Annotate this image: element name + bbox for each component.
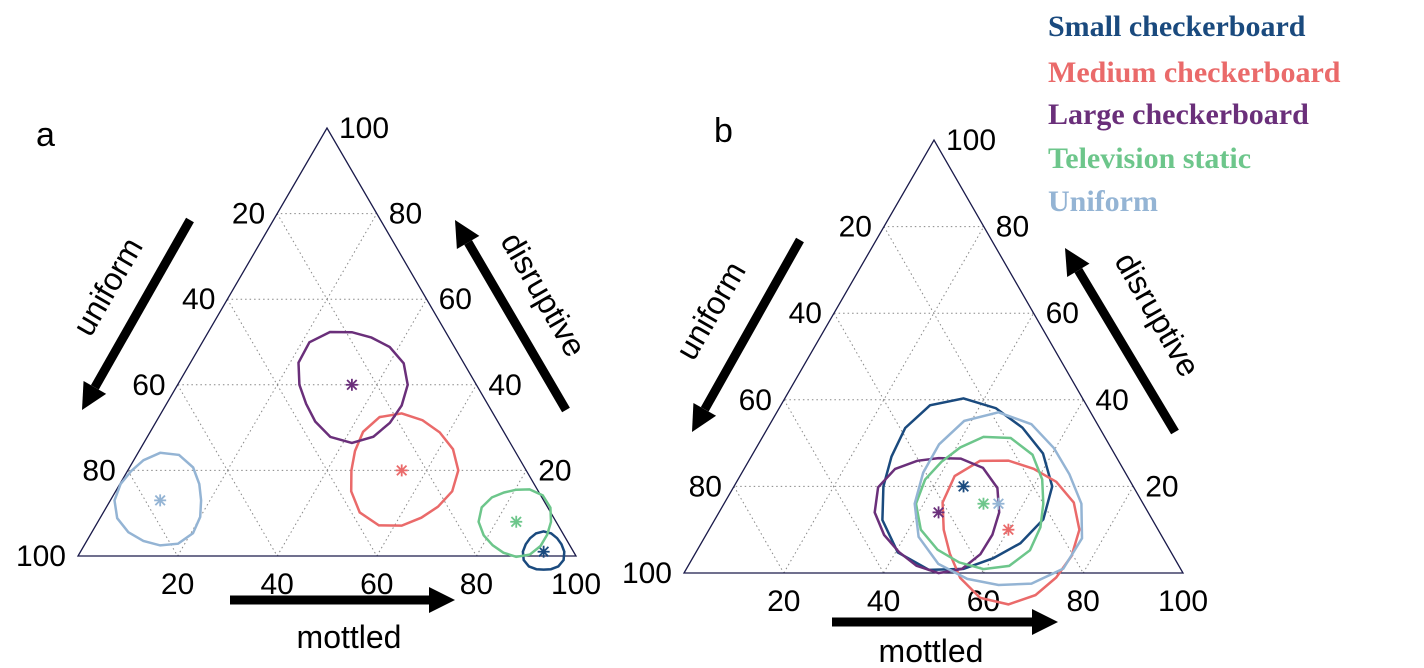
- uniform-arrow: [82, 217, 194, 410]
- disruptive-arrow: [1065, 248, 1179, 435]
- tick-label-uniform: 100: [16, 540, 66, 573]
- gridline: [982, 399, 1084, 574]
- uniform-arrow: [692, 237, 804, 432]
- spread-contour-television-static: [477, 488, 553, 559]
- gridline: [226, 298, 378, 557]
- grid: [733, 226, 1134, 574]
- tick-label-uniform: 80: [689, 470, 722, 503]
- panel-label: a: [36, 116, 55, 154]
- tick-label-disruptive: 20: [538, 454, 571, 487]
- tick-label-uniform: 40: [789, 297, 822, 330]
- axis-label-mottled: mottled: [297, 619, 402, 655]
- mean-marker-medium-checkerboard: [395, 464, 408, 477]
- ternary-panel-a: a20 40 60 80 1002040608010020406080100mottle…: [16, 112, 601, 655]
- tick-label-uniform: 80: [82, 454, 115, 487]
- legend: Small checkerboard Medium checkerboard L…: [1048, 10, 1341, 218]
- tick-label-mottled: 100: [1158, 585, 1208, 618]
- tick-label-uniform: 60: [132, 369, 165, 402]
- tick-label-uniform: 100: [622, 557, 672, 590]
- tick-label-mottled: 20: [161, 568, 194, 601]
- gridline: [833, 312, 984, 574]
- legend-item-small-checkerboard: Small checkerboard: [1048, 10, 1306, 43]
- panel-label: b: [714, 112, 733, 150]
- legend-item-uniform: Uniform: [1048, 185, 1158, 218]
- tick-label-disruptive: 60: [439, 283, 472, 316]
- tick-label-mottled: 80: [1067, 585, 1100, 618]
- tick-label-mottled: 20: [767, 585, 800, 618]
- tick-label-uniform: 40: [182, 283, 215, 316]
- mean-marker-large-checkerboard: [932, 506, 945, 519]
- gridline: [177, 384, 278, 557]
- legend-item-television-static: Television static: [1048, 142, 1251, 175]
- legend-item-medium-checkerboard: Medium checkerboard: [1048, 56, 1341, 89]
- mean-marker-uniform: [154, 494, 167, 507]
- gridline: [883, 312, 1035, 574]
- spread-contour-large-checkerboard: [297, 330, 409, 445]
- gridline: [276, 298, 428, 557]
- gridline: [127, 470, 179, 557]
- triangle-frame: [682, 138, 1185, 574]
- axis-label-disruptive: disruptive: [494, 226, 594, 363]
- tick-label-uniform: 20: [839, 211, 872, 244]
- mean-marker-small-checkerboard: [537, 545, 550, 558]
- tick-label-mottled: 100: [551, 568, 601, 601]
- spread-contour-medium-checkerboard: [941, 459, 1081, 606]
- tick-label-disruptive: 100: [339, 112, 389, 145]
- data-marks: [113, 330, 566, 571]
- mean-marker-medium-checkerboard: [1002, 523, 1015, 536]
- tick-label-disruptive: 20: [1145, 470, 1178, 503]
- axis-label-mottled: mottled: [879, 633, 984, 668]
- tick-label-disruptive: 60: [1046, 297, 1079, 330]
- tick-label-disruptive: 40: [488, 369, 521, 402]
- tick-label-disruptive: 40: [1095, 384, 1128, 417]
- mottled-arrow: [832, 609, 1058, 635]
- gridline: [733, 486, 785, 574]
- tick-label-disruptive: 80: [996, 211, 1029, 244]
- mottled-arrow: [230, 587, 455, 613]
- axis-label-disruptive: disruptive: [1108, 246, 1208, 383]
- spread-contour-uniform: [913, 410, 1084, 587]
- mean-marker-television-static: [510, 515, 523, 528]
- mean-marker-small-checkerboard: [957, 480, 970, 493]
- gridline: [783, 399, 885, 574]
- tick-label-mottled: 80: [460, 568, 493, 601]
- mean-marker-television-static: [977, 497, 990, 510]
- spread-contour-small-checkerboard: [521, 530, 566, 571]
- tick-label-uniform: 20: [232, 198, 265, 231]
- disruptive-arrow: [455, 220, 570, 413]
- spread-contour-television-static: [914, 435, 1045, 571]
- data-marks: [873, 397, 1084, 606]
- tick-label-disruptive: 80: [389, 198, 422, 231]
- gridline: [783, 226, 985, 574]
- tick-label-uniform: 60: [739, 384, 772, 417]
- spread-contour-uniform: [113, 451, 203, 547]
- gridline: [1082, 486, 1134, 574]
- grid: [127, 213, 527, 557]
- mean-marker-uniform: [992, 497, 1005, 510]
- spread-contour-large-checkerboard: [873, 456, 1001, 575]
- gridline: [376, 384, 477, 557]
- tick-label-disruptive: 100: [946, 124, 996, 157]
- mean-marker-large-checkerboard: [345, 378, 358, 391]
- legend-item-large-checkerboard: Large checkerboard: [1048, 98, 1309, 131]
- axis-label-uniform: uniform: [65, 231, 150, 341]
- tick-label-mottled: 40: [867, 585, 900, 618]
- triangle-frame: [76, 126, 578, 557]
- spread-contour-medium-checkerboard: [349, 412, 460, 527]
- gridline: [475, 470, 527, 557]
